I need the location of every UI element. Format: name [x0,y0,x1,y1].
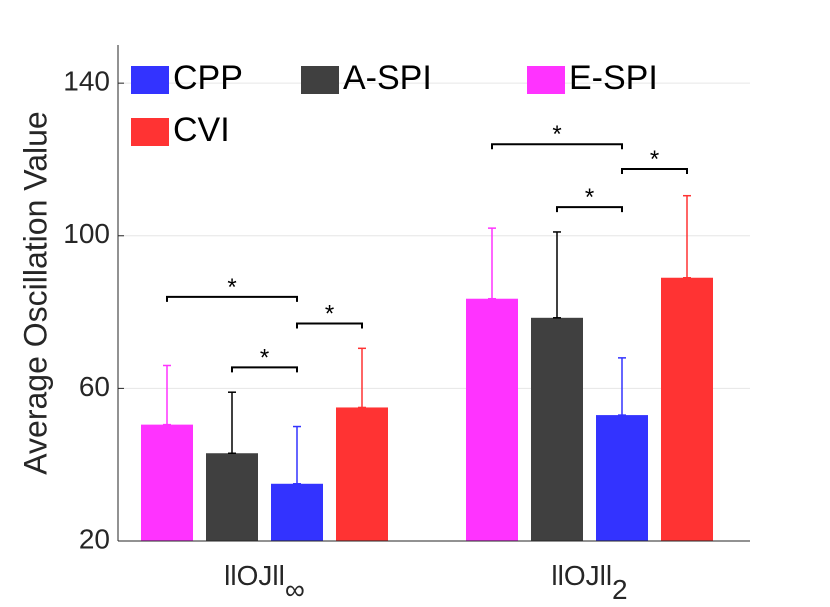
bar-cvi [336,407,388,541]
y-tick-label: 100 [63,218,110,249]
bar-a-spi [531,317,583,541]
bars [141,277,713,541]
legend-label-cpp: CPP [173,59,243,97]
significance-bracket [296,322,363,329]
legend-swatch-e-spi [527,66,565,94]
y-tick-label: 140 [63,66,110,97]
bar-cvi [661,277,713,541]
significance-bracket [621,168,688,174]
legend-swatch-a-spi [301,66,339,94]
x-category-labels: llOJll∞ llOJll2 [224,560,627,605]
legend-swatch-cpp [131,66,169,94]
legend-label-a-spi: A-SPI [343,59,432,97]
y-axis-label: Average Oscillation Value [17,111,53,474]
grid-lines [118,82,750,389]
significance-star: * [325,301,334,328]
y-tick-label: 20 [79,523,110,554]
significance-bracket [491,143,623,150]
significance-bracket [556,206,623,213]
significance-brackets: * * * * * * [166,121,688,373]
legend: CPP A-SPI E-SPI CVI [131,59,658,149]
legend-label-cvi: CVI [173,111,230,149]
bar-e-spi [141,424,193,541]
x-category-label: llOJll∞ [224,560,305,605]
x-category-label: llOJll2 [551,560,627,605]
significance-star: * [650,146,659,173]
axes [117,45,750,542]
bar-e-spi [466,298,518,541]
bar-cpp [271,483,323,541]
significance-bracket [166,295,298,302]
significance-star: * [227,274,236,301]
bar-a-spi [206,453,258,541]
significance-bracket [231,366,298,373]
significance-star: * [552,121,561,148]
legend-label-e-spi: E-SPI [569,59,658,97]
significance-star: * [585,184,594,211]
y-tick-label: 60 [79,371,110,402]
bar-cpp [596,415,648,541]
legend-swatch-cvi [131,118,169,146]
significance-star: * [260,344,269,371]
y-ticks: 20 60 100 140 [63,66,124,554]
error-bars [163,194,691,485]
